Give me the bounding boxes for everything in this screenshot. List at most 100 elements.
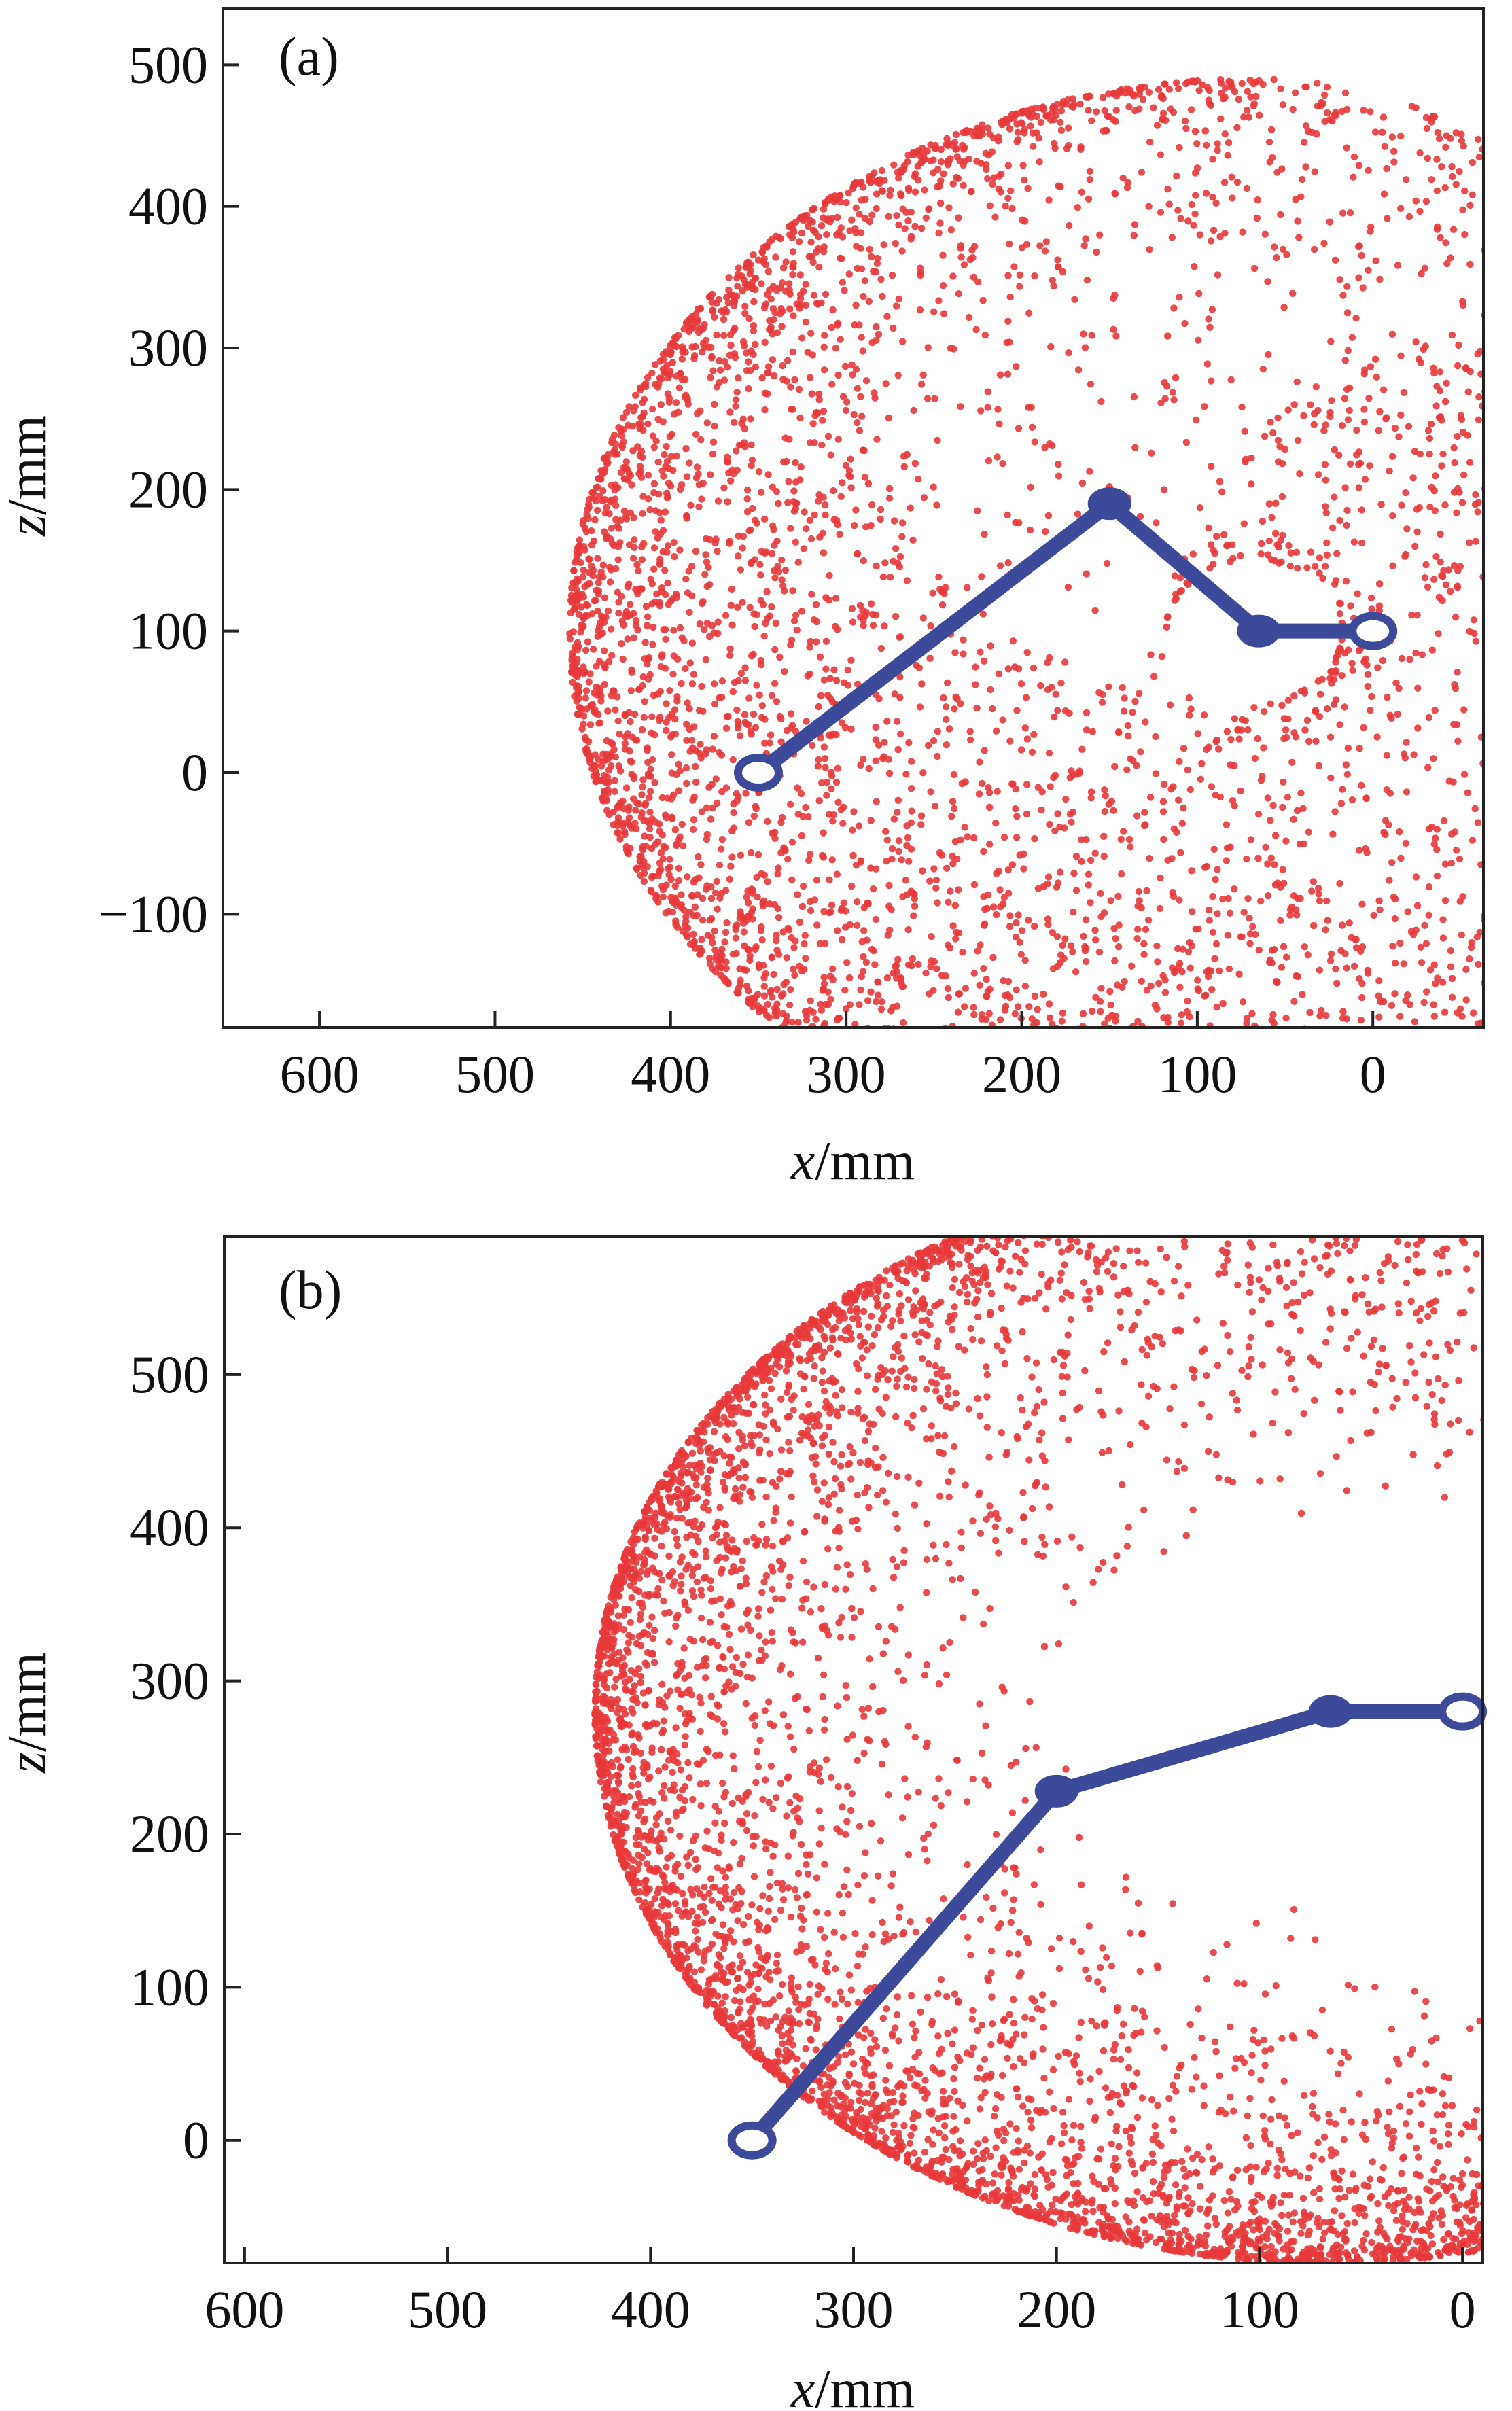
workspace-point [896, 552, 904, 561]
workspace-point [1461, 187, 1469, 195]
workspace-point [750, 351, 757, 359]
workspace-point [1227, 761, 1234, 769]
workspace-point [1356, 847, 1363, 854]
workspace-point [600, 787, 608, 795]
workspace-point [1205, 315, 1212, 323]
workspace-point [723, 364, 731, 371]
workspace-point [670, 627, 678, 634]
workspace-point [1181, 118, 1189, 125]
workspace-point [849, 618, 857, 626]
workspace-point [848, 361, 856, 368]
workspace-point [850, 808, 858, 815]
workspace-point [1031, 992, 1039, 1000]
workspace-point [1475, 135, 1482, 143]
workspace-point [985, 803, 994, 811]
workspace-point [824, 215, 832, 223]
workspace-point [896, 1604, 904, 1611]
workspace-point [745, 258, 752, 266]
workspace-point [1305, 2164, 1314, 2172]
workspace-point [716, 357, 723, 365]
workspace-point [773, 985, 781, 993]
workspace-point [762, 1572, 771, 1580]
workspace-point [1250, 102, 1258, 109]
workspace-point [1342, 578, 1350, 585]
workspace-point [1161, 80, 1169, 88]
workspace-point [840, 899, 847, 907]
workspace-point [673, 898, 680, 906]
workspace-point [1013, 1870, 1020, 1878]
workspace-point [1111, 957, 1119, 965]
workspace-scatter [591, 1207, 1483, 2263]
workspace-point [731, 678, 739, 686]
workspace-point [1341, 357, 1349, 364]
workspace-point [637, 386, 644, 394]
workspace-point [810, 1583, 817, 1591]
workspace-point [1322, 503, 1329, 510]
workspace-point [627, 718, 634, 726]
workspace-point [762, 1436, 770, 1443]
workspace-point [1210, 546, 1217, 555]
workspace-point [1066, 1207, 1073, 1214]
workspace-point [974, 1035, 981, 1042]
workspace-point [992, 727, 1000, 735]
workspace-point [830, 811, 838, 819]
workspace-point [1082, 235, 1089, 243]
workspace-point [713, 383, 721, 391]
workspace-point [970, 970, 978, 977]
workspace-point [747, 366, 754, 374]
workspace-point [1289, 105, 1297, 113]
workspace-point [1348, 796, 1356, 804]
workspace-point [1315, 1361, 1322, 1369]
workspace-point [914, 476, 922, 483]
workspace-point [1472, 491, 1479, 499]
workspace-point [608, 481, 615, 489]
workspace-point [673, 1514, 681, 1522]
workspace-point [905, 739, 913, 747]
workspace-point [1440, 817, 1448, 825]
workspace-point [995, 173, 1003, 180]
workspace-point [817, 222, 826, 230]
workspace-point [614, 829, 621, 837]
workspace-point [903, 891, 911, 898]
workspace-point [752, 275, 759, 282]
workspace-point [1250, 1051, 1256, 1057]
workspace-point [872, 915, 880, 923]
workspace-point [1114, 892, 1122, 900]
workspace-point [1431, 507, 1439, 514]
workspace-point [1434, 128, 1441, 137]
workspace-point [790, 312, 797, 319]
workspace-point [632, 586, 639, 593]
workspace-point [742, 790, 750, 797]
workspace-point [1476, 928, 1483, 936]
workspace-point [984, 891, 992, 899]
workspace-point [837, 336, 845, 343]
workspace-point [706, 954, 714, 962]
workspace-point [689, 826, 697, 834]
workspace-point [1307, 548, 1315, 556]
workspace-point [648, 600, 656, 608]
workspace-point [850, 522, 858, 529]
workspace-point [1225, 139, 1233, 147]
workspace-point [1322, 421, 1330, 429]
workspace-point [837, 493, 845, 500]
workspace-point [854, 550, 862, 558]
workspace-point [1206, 323, 1214, 331]
workspace-point [911, 170, 919, 177]
workspace-point [1286, 562, 1295, 570]
workspace-point [962, 985, 970, 992]
workspace-point [936, 1492, 944, 1500]
workspace-point [793, 1894, 801, 1901]
workspace-point [1047, 116, 1055, 124]
workspace-point [964, 833, 971, 841]
workspace-point [908, 1424, 915, 1432]
workspace-point [968, 247, 976, 254]
workspace-point [750, 1842, 757, 1850]
workspace-point [584, 638, 592, 646]
workspace-point [580, 712, 588, 720]
workspace-point [1397, 205, 1405, 212]
workspace-point [1414, 724, 1422, 732]
workspace-point [904, 158, 911, 166]
workspace-point [772, 619, 780, 627]
workspace-point [943, 679, 951, 686]
workspace-point [811, 511, 818, 518]
